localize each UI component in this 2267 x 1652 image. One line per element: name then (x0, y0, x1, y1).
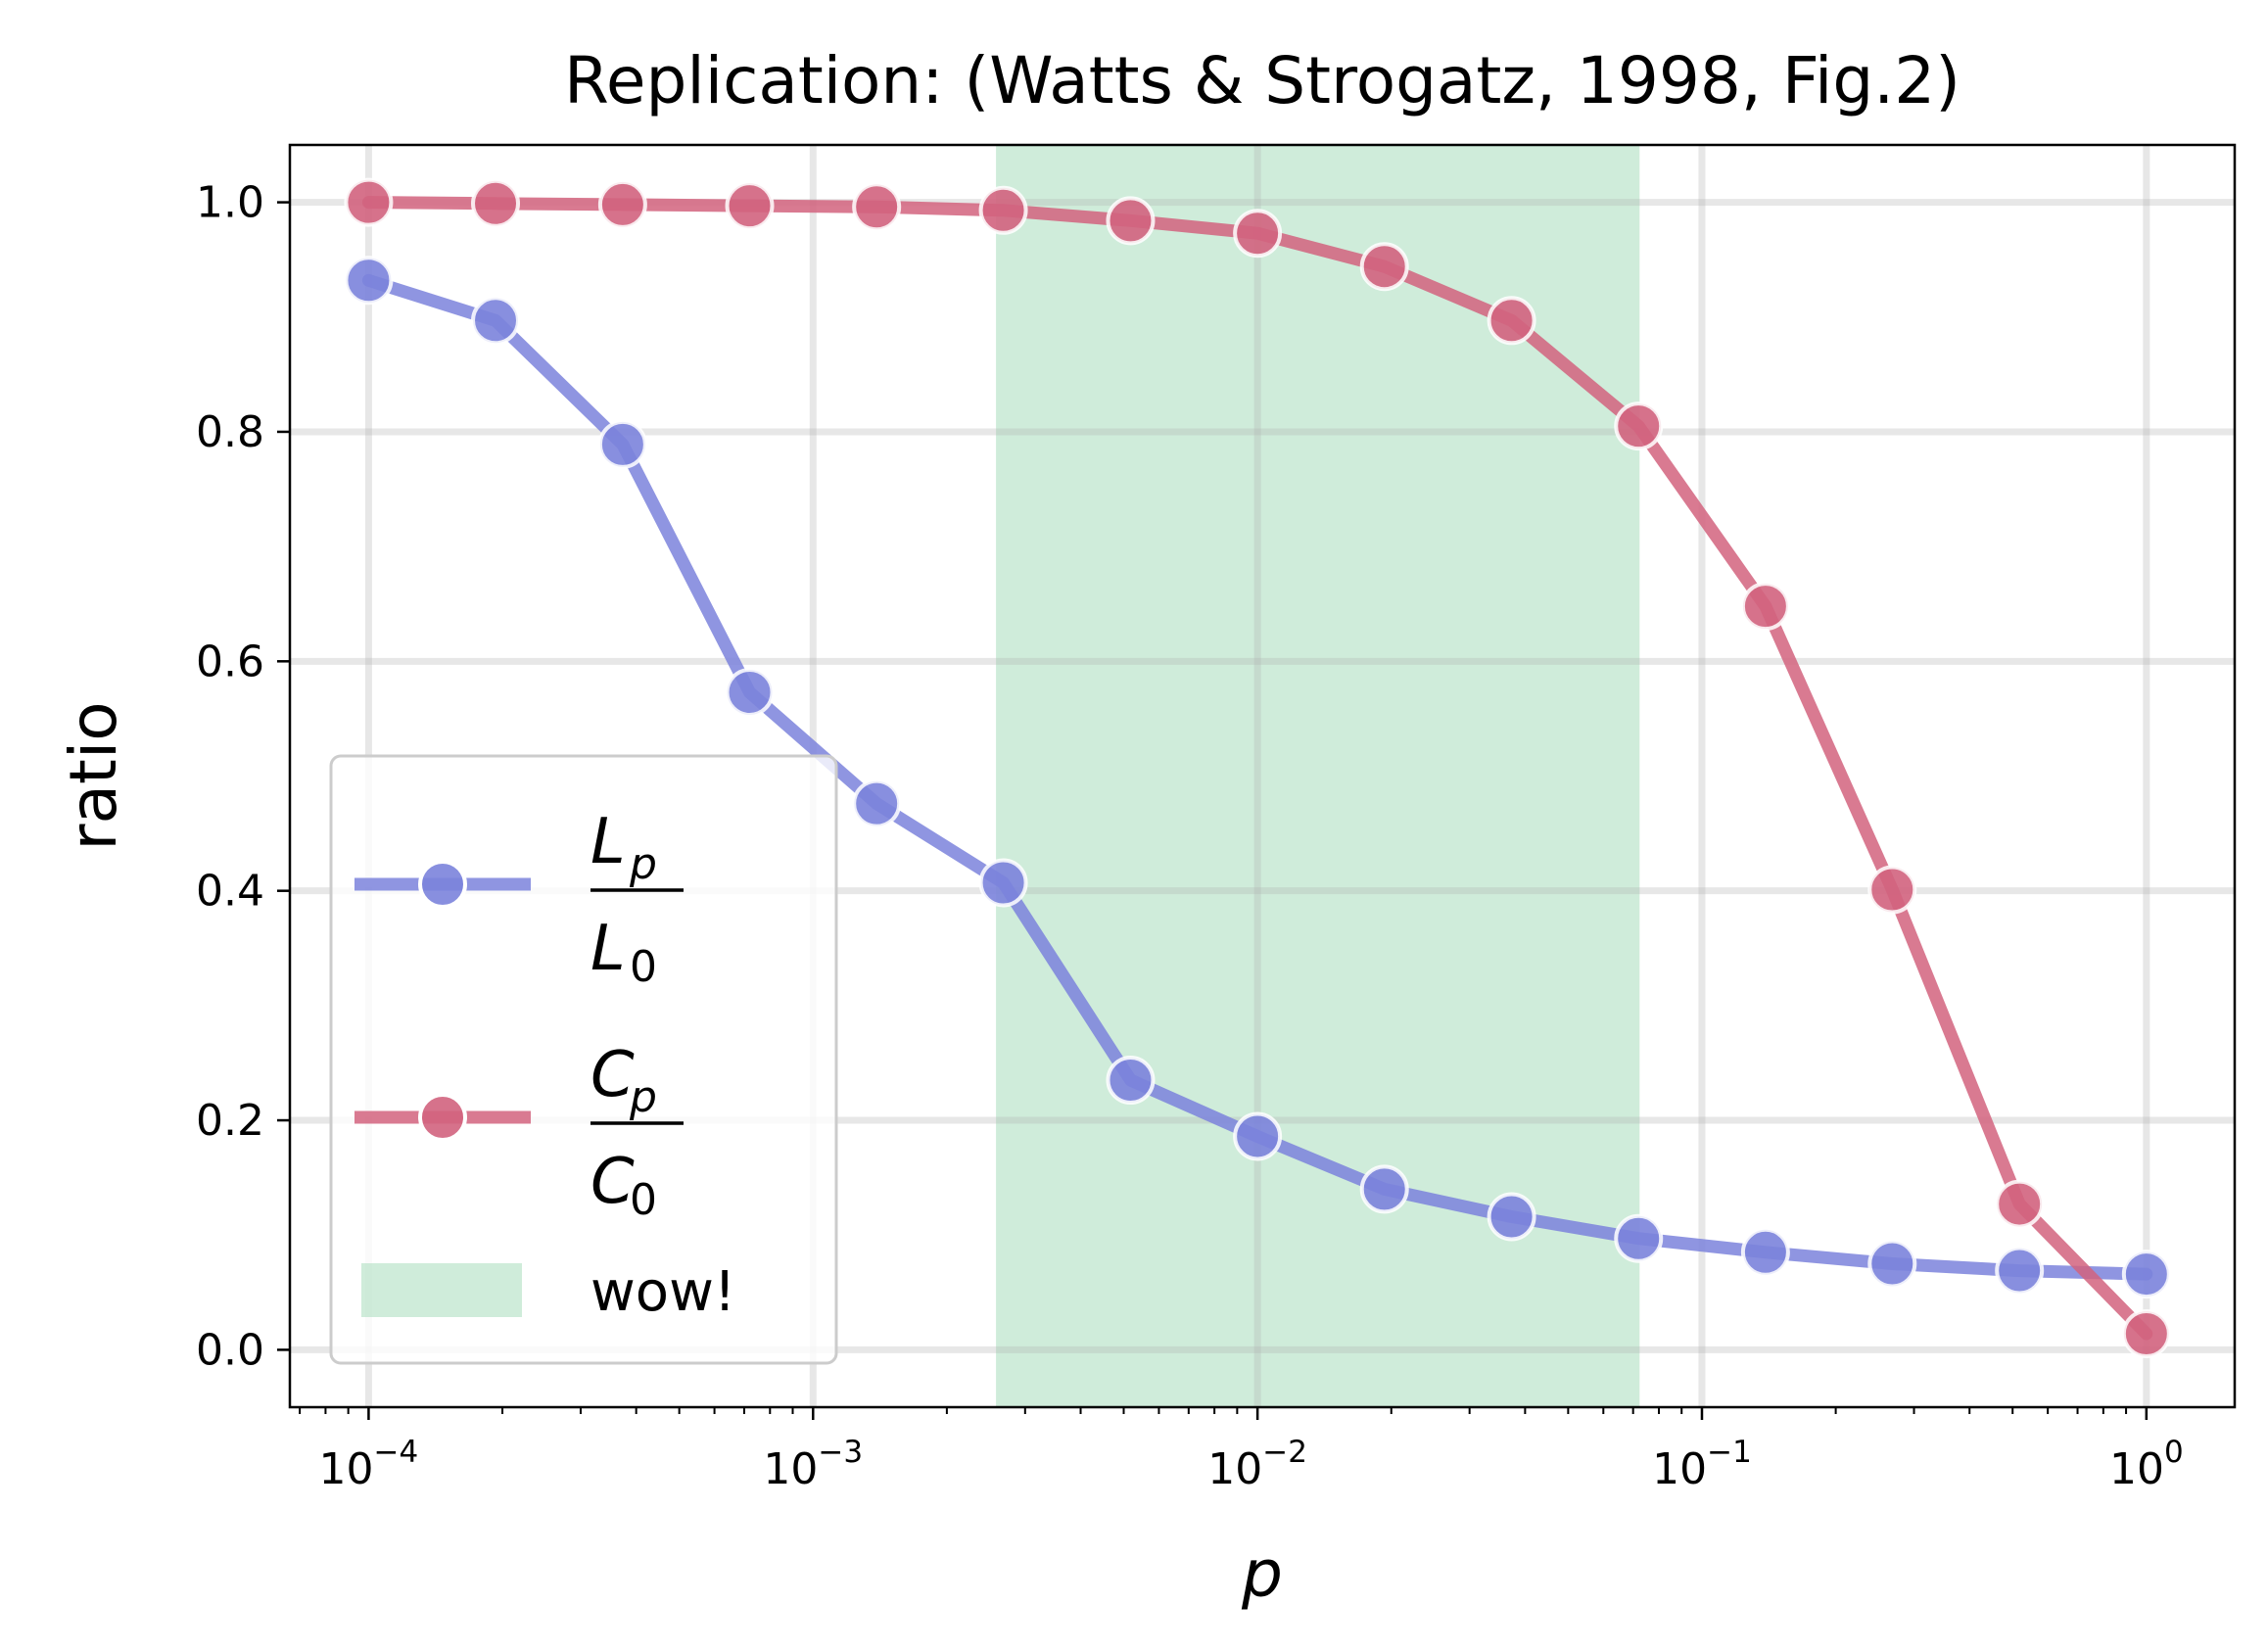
series-2-point (852, 182, 902, 232)
series-1-point (978, 858, 1028, 908)
plot-frame (288, 143, 2237, 1409)
series-2-point (2121, 1309, 2171, 1359)
series-1-point (1867, 1239, 1917, 1289)
x-tick-label: 10−1 (1652, 1435, 1752, 1494)
series-1-point (725, 667, 775, 717)
series-2-point (725, 181, 775, 231)
y-tick-label: 0.8 (196, 407, 264, 457)
shaded-region (996, 145, 1640, 1407)
series-1-point (1233, 1111, 1283, 1161)
y-tick-label: 0.4 (196, 867, 264, 917)
series-2-point (978, 185, 1028, 235)
series-2-point (1233, 209, 1283, 259)
series-2-point (1740, 582, 1790, 632)
series-1-point (1740, 1227, 1790, 1277)
legend-label-numerator-sub-2: p (629, 1072, 657, 1122)
series-1-point (471, 296, 521, 346)
series-1-point (1359, 1164, 1409, 1214)
axis-ticks: 10−4 10−3 10−2 10−1 100 0.0 0.2 0.4 0.6 0.8 1.0 (196, 178, 2184, 1494)
series-2-point (1995, 1179, 2045, 1229)
series-1-point (1614, 1213, 1664, 1263)
legend-label-numerator-sub-1: p (629, 839, 657, 889)
legend-label-denominator-sub-2: 0 (630, 1175, 657, 1225)
x-tick-label: 10−3 (763, 1435, 863, 1494)
y-tick-label: 0.6 (196, 637, 264, 686)
x-tick-label: 100 (2109, 1435, 2184, 1494)
y-axis-label: ratio (56, 701, 131, 850)
series-2-point (471, 178, 521, 228)
y-tick-label: 0.2 (196, 1096, 264, 1146)
legend-label-denominator-sub-1: 0 (630, 942, 657, 992)
series-2-point (344, 177, 394, 227)
legend-label-numerator-1: L (590, 806, 626, 878)
legend-label-shaded: wow! (590, 1260, 735, 1324)
legend-box (329, 754, 838, 1365)
legend-marker-2 (418, 1093, 467, 1142)
series-1-point (597, 419, 647, 469)
series-2-point (1359, 242, 1409, 292)
series-1-point (1487, 1192, 1536, 1242)
y-tick-label: 0.0 (196, 1325, 264, 1375)
x-axis-label: p (1241, 1536, 1283, 1612)
series-2-point (1487, 296, 1536, 346)
legend-label-denominator-1: L (590, 913, 626, 985)
x-tick-label: 10−4 (319, 1435, 419, 1494)
series-1-point (344, 256, 394, 306)
series-2-point (1106, 196, 1156, 246)
series-1-point (1106, 1056, 1156, 1106)
series-1-point (1995, 1246, 2045, 1296)
series-2-point (1614, 401, 1664, 451)
legend-label-numerator-2: C (590, 1039, 635, 1111)
y-tick-label: 1.0 (196, 178, 264, 228)
chart-title: Replication: (Watts & Strogatz, 1998, Fi… (564, 43, 1960, 118)
legend-shade-swatch (361, 1263, 522, 1317)
legend-marker-1 (418, 860, 467, 909)
series-2-point (1867, 865, 1917, 915)
series-1-point (2121, 1250, 2171, 1299)
series-2-point (597, 179, 647, 229)
series-1-point (852, 779, 902, 828)
legend-label-denominator-2: C (590, 1146, 635, 1218)
x-tick-label: 10−2 (1207, 1435, 1307, 1494)
